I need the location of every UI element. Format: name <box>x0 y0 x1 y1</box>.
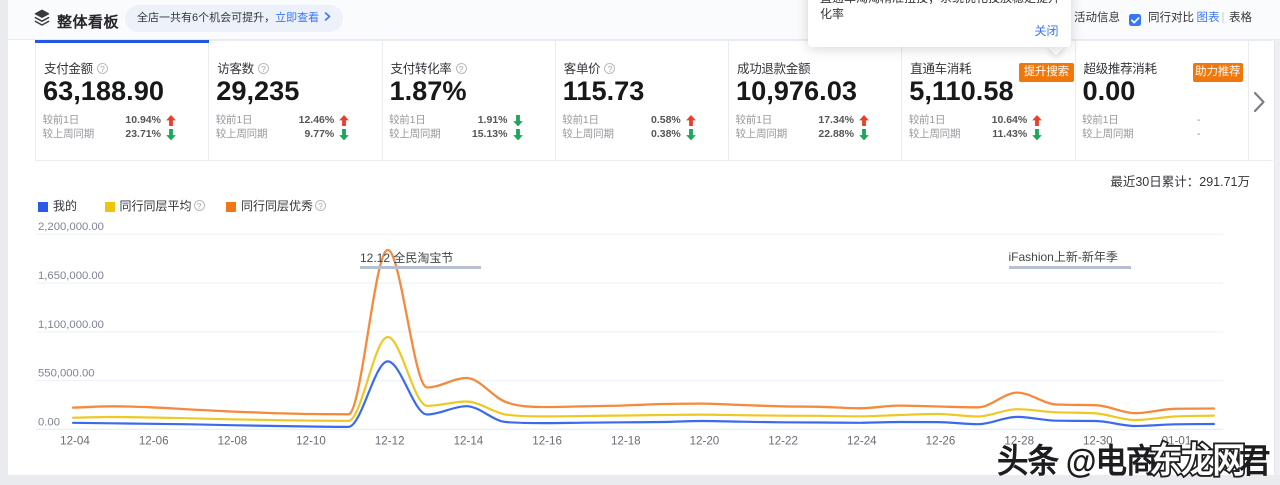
svg-text:12-20: 12-20 <box>690 435 720 448</box>
svg-text:12-16: 12-16 <box>532 435 562 448</box>
svg-text:12-14: 12-14 <box>454 435 484 448</box>
svg-text:12-22: 12-22 <box>768 435 798 448</box>
svg-text:12-08: 12-08 <box>218 435 248 448</box>
svg-text:12-18: 12-18 <box>611 435 641 448</box>
svg-text:12-24: 12-24 <box>847 435 877 448</box>
svg-text:2,200,000.00: 2,200,000.00 <box>38 221 104 233</box>
svg-text:01-01: 01-01 <box>1162 435 1192 448</box>
svg-text:12-26: 12-26 <box>926 435 956 448</box>
svg-text:12-12: 12-12 <box>375 435 405 448</box>
svg-text:12-10: 12-10 <box>296 435 326 448</box>
svg-text:12-04: 12-04 <box>60 435 90 448</box>
svg-text:550,000.00: 550,000.00 <box>38 368 95 380</box>
svg-text:1,100,000.00: 1,100,000.00 <box>38 319 104 331</box>
svg-text:12-28: 12-28 <box>1004 435 1034 448</box>
svg-text:12-06: 12-06 <box>139 435 169 448</box>
svg-text:0.00: 0.00 <box>38 416 60 428</box>
svg-text:12-30: 12-30 <box>1083 435 1113 448</box>
svg-text:1,650,000.00: 1,650,000.00 <box>38 270 104 282</box>
